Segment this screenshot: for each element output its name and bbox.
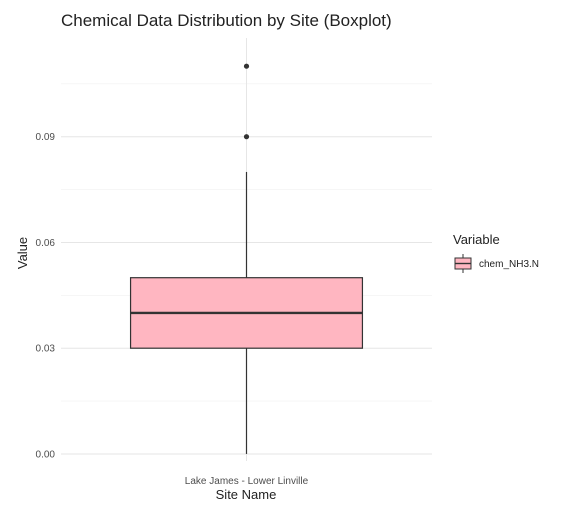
outlier-point (243, 134, 250, 140)
y-axis-ticks: 0.00 0.03 0.06 0.09 (36, 132, 56, 460)
legend-key (454, 254, 472, 273)
legend-title: Variable (453, 232, 500, 247)
y-tick-label: 0.00 (36, 449, 56, 460)
legend: Variable chem_NH3.N (453, 232, 539, 273)
y-tick-label: 0.09 (36, 132, 56, 143)
legend-item-label: chem_NH3.N (479, 259, 539, 270)
x-axis-ticks: Lake James - Lower Linville (185, 476, 309, 487)
y-axis-title: Value (15, 237, 30, 269)
chart-title: Chemical Data Distribution by Site (Boxp… (61, 11, 392, 30)
y-tick-label: 0.03 (36, 344, 56, 355)
x-axis-title: Site Name (216, 487, 277, 502)
x-tick-label: Lake James - Lower Linville (185, 476, 309, 487)
boxplot-layer (129, 63, 364, 454)
y-tick-label: 0.06 (36, 238, 56, 249)
outlier-point (243, 63, 250, 69)
